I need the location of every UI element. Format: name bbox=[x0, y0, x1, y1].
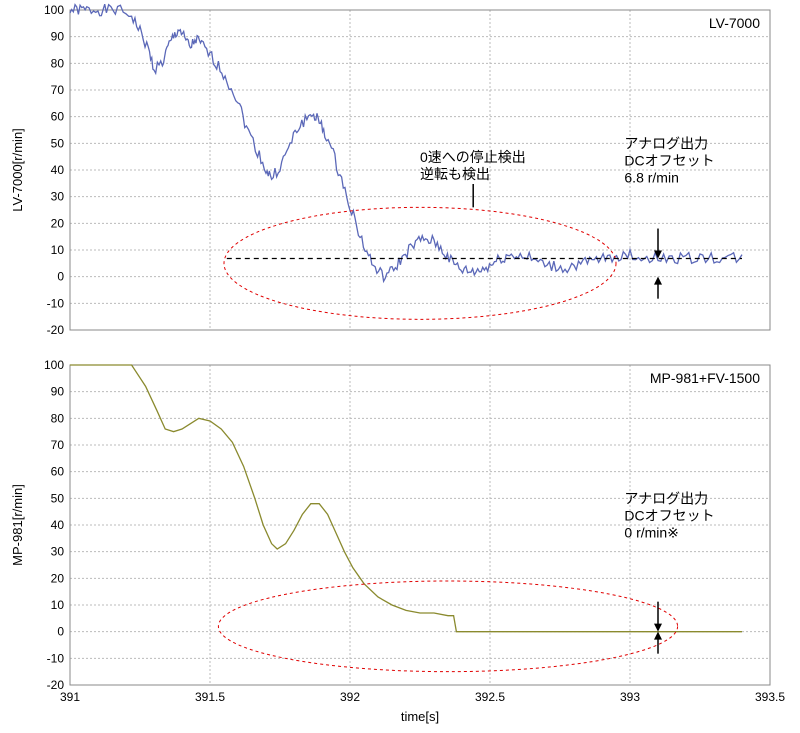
y-tick-label: 50 bbox=[51, 491, 65, 505]
x-tick-label: 391 bbox=[60, 690, 80, 704]
y-tick-label: 70 bbox=[51, 438, 65, 452]
annotation-stop-detect-1: 0速への停止検出 bbox=[420, 149, 526, 165]
y-tick-label: 50 bbox=[51, 136, 65, 150]
y-tick-label: 0 bbox=[57, 270, 64, 284]
annotation-dcoffset-3: 6.8 r/min bbox=[624, 170, 678, 186]
annotation-dcoffset-2: DCオフセット bbox=[624, 153, 714, 169]
y-tick-label: 40 bbox=[51, 518, 65, 532]
x-tick-label: 393.5 bbox=[755, 690, 785, 704]
y-axis-label: LV-7000[r/min] bbox=[10, 128, 25, 212]
annotation-dcoffset-1: アナログ出力 bbox=[624, 491, 708, 507]
y-tick-label: -10 bbox=[47, 296, 65, 310]
y-tick-label: 80 bbox=[51, 56, 65, 70]
y-tick-label: 20 bbox=[51, 571, 65, 585]
y-tick-label: 60 bbox=[51, 465, 65, 479]
annotation-dcoffset-3: 0 r/min※ bbox=[624, 525, 679, 541]
annotation-dcoffset-1: アナログ出力 bbox=[624, 136, 708, 152]
x-tick-label: 392 bbox=[340, 690, 360, 704]
y-tick-label: 90 bbox=[51, 385, 65, 399]
y-tick-label: 0 bbox=[57, 625, 64, 639]
annotation-dcoffset-2: DCオフセット bbox=[624, 508, 714, 524]
chart-corner-title: LV-7000 bbox=[709, 15, 760, 31]
x-tick-label: 391.5 bbox=[195, 690, 225, 704]
y-tick-label: -20 bbox=[47, 323, 65, 337]
y-tick-label: 90 bbox=[51, 30, 65, 44]
y-tick-label: -10 bbox=[47, 651, 65, 665]
y-tick-label: 100 bbox=[44, 358, 64, 372]
highlight-ellipse bbox=[224, 207, 616, 319]
y-tick-label: 30 bbox=[51, 545, 65, 559]
arrow-up-icon bbox=[654, 277, 662, 285]
y-tick-label: 10 bbox=[51, 598, 65, 612]
y-tick-label: 70 bbox=[51, 83, 65, 97]
chart-corner-title: MP-981+FV-1500 bbox=[650, 370, 760, 386]
arrow-up-icon bbox=[654, 632, 662, 640]
y-tick-label: 40 bbox=[51, 163, 65, 177]
x-tick-label: 392.5 bbox=[475, 690, 505, 704]
y-tick-label: 60 bbox=[51, 110, 65, 124]
y-tick-label: 20 bbox=[51, 216, 65, 230]
arrow-down-icon bbox=[654, 624, 662, 632]
x-tick-label: 393 bbox=[620, 690, 640, 704]
y-tick-label: 10 bbox=[51, 243, 65, 257]
y-tick-label: 80 bbox=[51, 411, 65, 425]
y-tick-label: 30 bbox=[51, 190, 65, 204]
annotation-stop-detect-2: 逆転も検出 bbox=[420, 166, 490, 182]
y-tick-label: 100 bbox=[44, 3, 64, 17]
x-axis-label: time[s] bbox=[401, 709, 439, 724]
y-axis-label: MP-981[r/min] bbox=[10, 484, 25, 566]
